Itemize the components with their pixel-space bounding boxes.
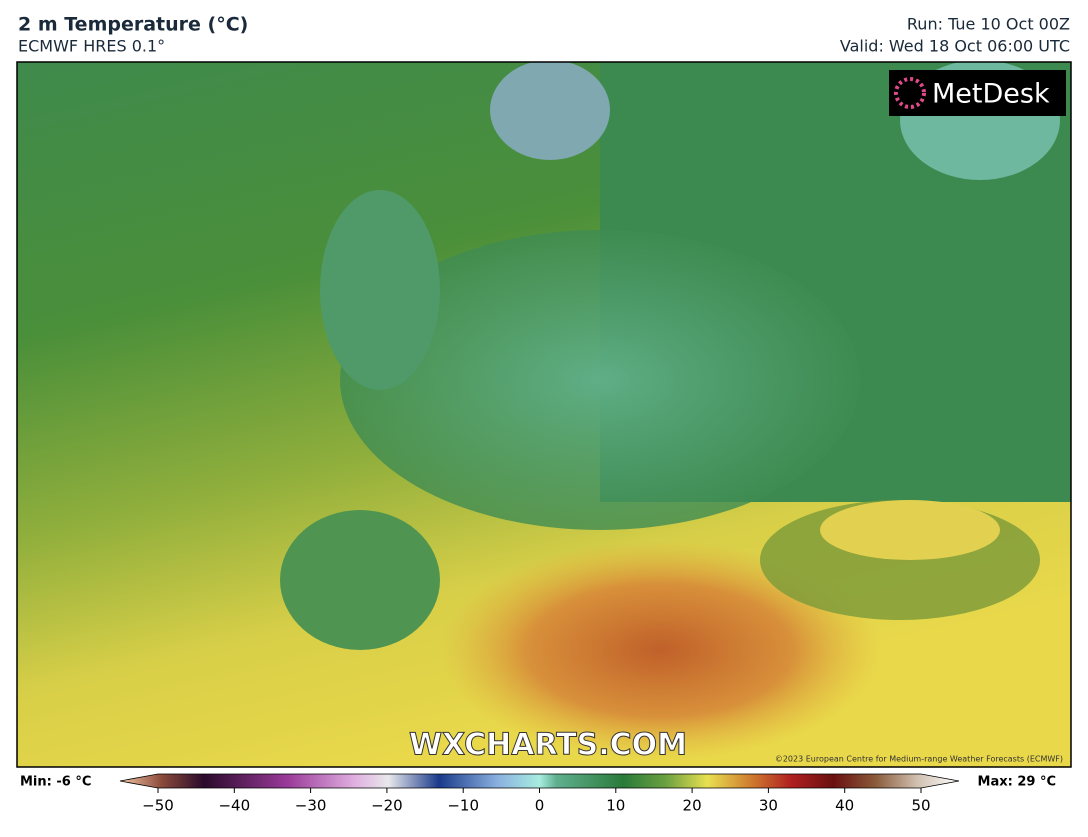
colorbar-tick-label: −20: [371, 797, 403, 815]
land-britain: [320, 190, 440, 390]
colorbar-tick-label: −30: [295, 797, 327, 815]
subtitle: ECMWF HRES 0.1°: [18, 37, 165, 56]
run-time: Run: Tue 10 Oct 00Z: [907, 15, 1070, 34]
colorbar: [119, 773, 960, 789]
max-label: Max: 29 °C: [978, 775, 1056, 790]
colorbar-tick-label: 40: [835, 797, 854, 815]
land-scandinavia: [490, 62, 610, 160]
min-label: Min: -6 °C: [20, 775, 91, 790]
logo-icon: [894, 77, 926, 109]
colorbar-tick-label: 10: [606, 797, 625, 815]
land-iberia: [280, 510, 440, 650]
colorbar-tick-label: 20: [683, 797, 702, 815]
logo-box: [889, 70, 1066, 116]
colorbar-tick-label: −10: [447, 797, 479, 815]
sea-black: [820, 500, 1000, 560]
sea-mediterranean: [440, 540, 880, 760]
title: 2 m Temperature (°C): [18, 14, 248, 36]
colorbar-tick-label: 0: [535, 797, 545, 815]
copyright: ©2023 European Centre for Medium-range W…: [775, 755, 1063, 764]
colorbar-tick-label: 30: [759, 797, 778, 815]
land-central: [340, 230, 860, 530]
colorbar-tick-label: 50: [911, 797, 930, 815]
logo-text: MetDesk: [932, 79, 1050, 110]
colorbar-tick-label: −40: [218, 797, 250, 815]
map-frame: [16, 61, 1072, 768]
colorbar-tick-label: −50: [142, 797, 174, 815]
map: MetDesk WXCHARTS.COM ©2023 European Cent…: [17, 62, 1071, 767]
valid-time: Valid: Wed 18 Oct 06:00 UTC: [840, 37, 1070, 56]
watermark: WXCHARTS.COM: [409, 728, 687, 763]
